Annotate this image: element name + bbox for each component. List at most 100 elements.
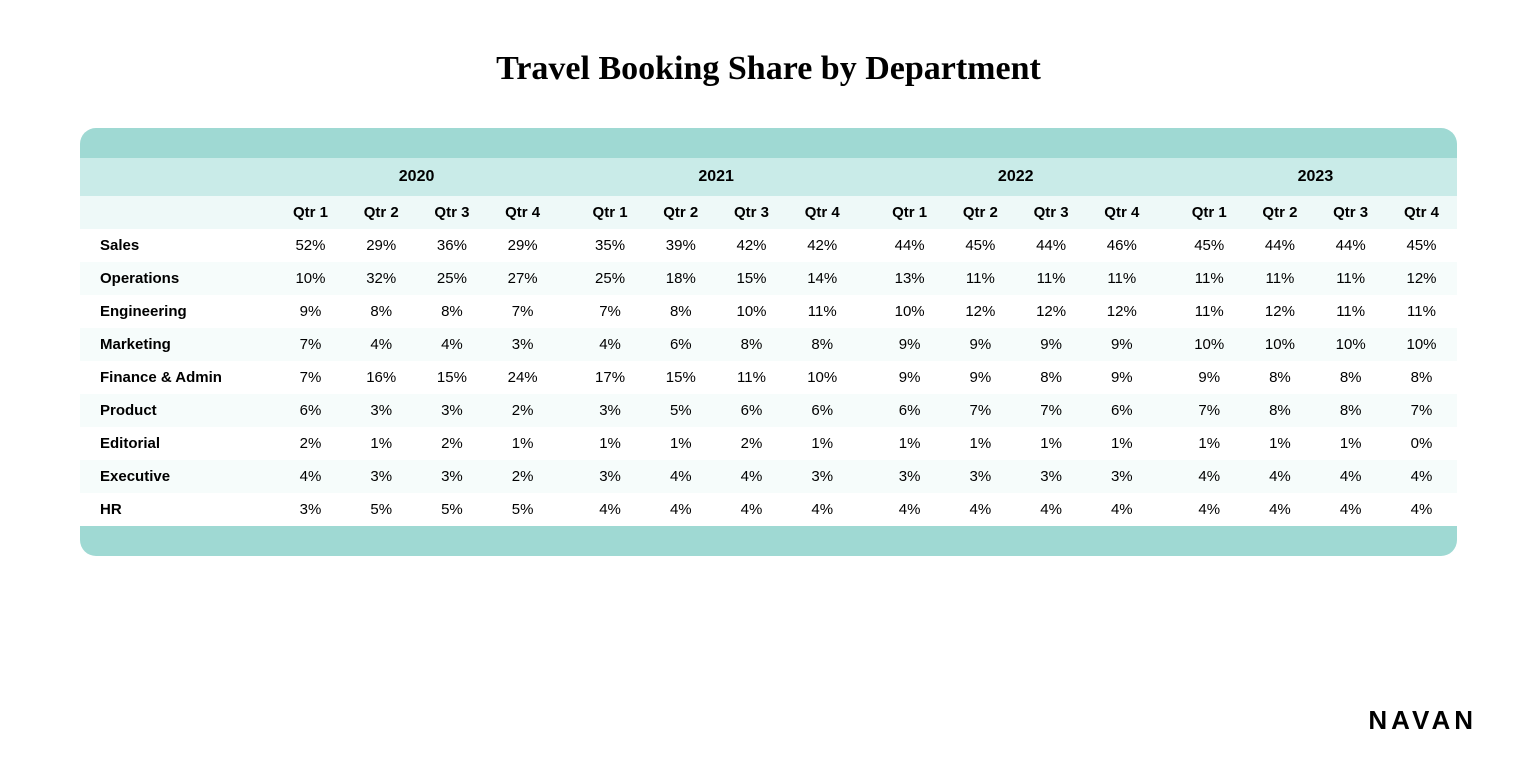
- table-row: Executive4%3%3%2%3%4%4%3%3%3%3%3%4%4%4%4…: [80, 460, 1457, 493]
- table-cell: 4%: [645, 493, 716, 526]
- table-row: Engineering9%8%8%7%7%8%10%11%10%12%12%12…: [80, 295, 1457, 328]
- table-cell: 8%: [1016, 361, 1087, 394]
- table-header-spacer: [858, 158, 875, 196]
- table-header-spacer: [1157, 196, 1174, 229]
- table-cell: 4%: [645, 460, 716, 493]
- table-row-label: Finance & Admin: [80, 361, 275, 394]
- booking-share-table: 2020202120222023 Qtr 1Qtr 2Qtr 3Qtr 4Qtr…: [80, 158, 1457, 526]
- table-cell: 10%: [1245, 328, 1316, 361]
- table-cell: 3%: [945, 460, 1016, 493]
- table-cell: 32%: [346, 262, 417, 295]
- table-cell: 8%: [1315, 394, 1386, 427]
- table-cell: 12%: [1386, 262, 1457, 295]
- table-cell-spacer: [858, 394, 875, 427]
- table-cell: 9%: [1174, 361, 1245, 394]
- table-cell: 12%: [1245, 295, 1316, 328]
- table-cell: 4%: [346, 328, 417, 361]
- table-cell: 8%: [645, 295, 716, 328]
- table-header-spacer: [1157, 158, 1174, 196]
- table-cell: 9%: [1016, 328, 1087, 361]
- table-cell: 6%: [1086, 394, 1157, 427]
- table-cell: 1%: [945, 427, 1016, 460]
- table-cell-spacer: [858, 493, 875, 526]
- table-cell: 46%: [1086, 229, 1157, 262]
- table-quarter-header: Qtr 4: [787, 196, 858, 229]
- table-cell: 39%: [645, 229, 716, 262]
- table-cell-spacer: [858, 229, 875, 262]
- table-cell: 29%: [346, 229, 417, 262]
- table-cell: 29%: [487, 229, 558, 262]
- table-cell-spacer: [1157, 262, 1174, 295]
- table-cell-spacer: [1157, 361, 1174, 394]
- table-cell: 1%: [1086, 427, 1157, 460]
- table-cell-spacer: [558, 460, 575, 493]
- table-cell: 9%: [874, 361, 945, 394]
- table-cell: 17%: [575, 361, 646, 394]
- table-cell: 7%: [275, 361, 346, 394]
- table-year-header: 2023: [1174, 158, 1457, 196]
- table-cell: 44%: [1016, 229, 1087, 262]
- table-cell: 3%: [487, 328, 558, 361]
- table-cell: 3%: [417, 394, 488, 427]
- table-cell-spacer: [558, 262, 575, 295]
- table-quarter-header: Qtr 1: [275, 196, 346, 229]
- table-row-label: Product: [80, 394, 275, 427]
- table-cell: 6%: [874, 394, 945, 427]
- table-cell: 2%: [417, 427, 488, 460]
- table-cell: 4%: [575, 493, 646, 526]
- table-cell-spacer: [858, 427, 875, 460]
- table-quarter-header: Qtr 2: [1245, 196, 1316, 229]
- table-quarter-header: Qtr 3: [1016, 196, 1087, 229]
- table-cell: 25%: [417, 262, 488, 295]
- table-quarter-header: Qtr 1: [1174, 196, 1245, 229]
- table-quarter-header: Qtr 3: [417, 196, 488, 229]
- table-cell-spacer: [858, 361, 875, 394]
- table-cell: 16%: [346, 361, 417, 394]
- table-quarter-header: Qtr 4: [1386, 196, 1457, 229]
- table-cell-spacer: [558, 328, 575, 361]
- table-cell: 6%: [275, 394, 346, 427]
- table-cell: 1%: [645, 427, 716, 460]
- table-cell-spacer: [558, 394, 575, 427]
- table-cell: 15%: [645, 361, 716, 394]
- table-cell: 9%: [945, 328, 1016, 361]
- table-cell-spacer: [558, 361, 575, 394]
- table-quarter-header: Qtr 3: [1315, 196, 1386, 229]
- table-cell: 11%: [945, 262, 1016, 295]
- table-cell-spacer: [858, 295, 875, 328]
- table-cell: 36%: [417, 229, 488, 262]
- table-cell: 3%: [346, 394, 417, 427]
- table-cell: 4%: [1315, 460, 1386, 493]
- table-cell: 3%: [1086, 460, 1157, 493]
- table-cell: 4%: [1086, 493, 1157, 526]
- table-cell: 10%: [716, 295, 787, 328]
- table-cell-spacer: [1157, 460, 1174, 493]
- table-quarter-header: Qtr 2: [945, 196, 1016, 229]
- table-cell: 10%: [787, 361, 858, 394]
- table-cell-spacer: [858, 262, 875, 295]
- table-year-header: 2022: [874, 158, 1157, 196]
- table-cell: 14%: [787, 262, 858, 295]
- table-cell: 4%: [716, 460, 787, 493]
- table-cell-spacer: [558, 493, 575, 526]
- table-row-label: Editorial: [80, 427, 275, 460]
- table-cell: 44%: [1315, 229, 1386, 262]
- table-cell: 8%: [417, 295, 488, 328]
- table-cell: 4%: [787, 493, 858, 526]
- table-container: 2020202120222023 Qtr 1Qtr 2Qtr 3Qtr 4Qtr…: [80, 128, 1457, 556]
- table-cell: 1%: [1245, 427, 1316, 460]
- table-bottom-band: [80, 526, 1457, 556]
- table-cell: 45%: [1174, 229, 1245, 262]
- table-quarter-header-row: Qtr 1Qtr 2Qtr 3Qtr 4Qtr 1Qtr 2Qtr 3Qtr 4…: [80, 196, 1457, 229]
- table-cell: 1%: [787, 427, 858, 460]
- table-cell: 11%: [1315, 295, 1386, 328]
- table-cell: 5%: [487, 493, 558, 526]
- table-quarter-header: Qtr 3: [716, 196, 787, 229]
- table-cell: 0%: [1386, 427, 1457, 460]
- table-cell: 11%: [1315, 262, 1386, 295]
- table-row-label: Sales: [80, 229, 275, 262]
- table-quarter-header: Qtr 2: [346, 196, 417, 229]
- table-cell: 9%: [1086, 328, 1157, 361]
- table-cell: 5%: [645, 394, 716, 427]
- table-cell: 25%: [575, 262, 646, 295]
